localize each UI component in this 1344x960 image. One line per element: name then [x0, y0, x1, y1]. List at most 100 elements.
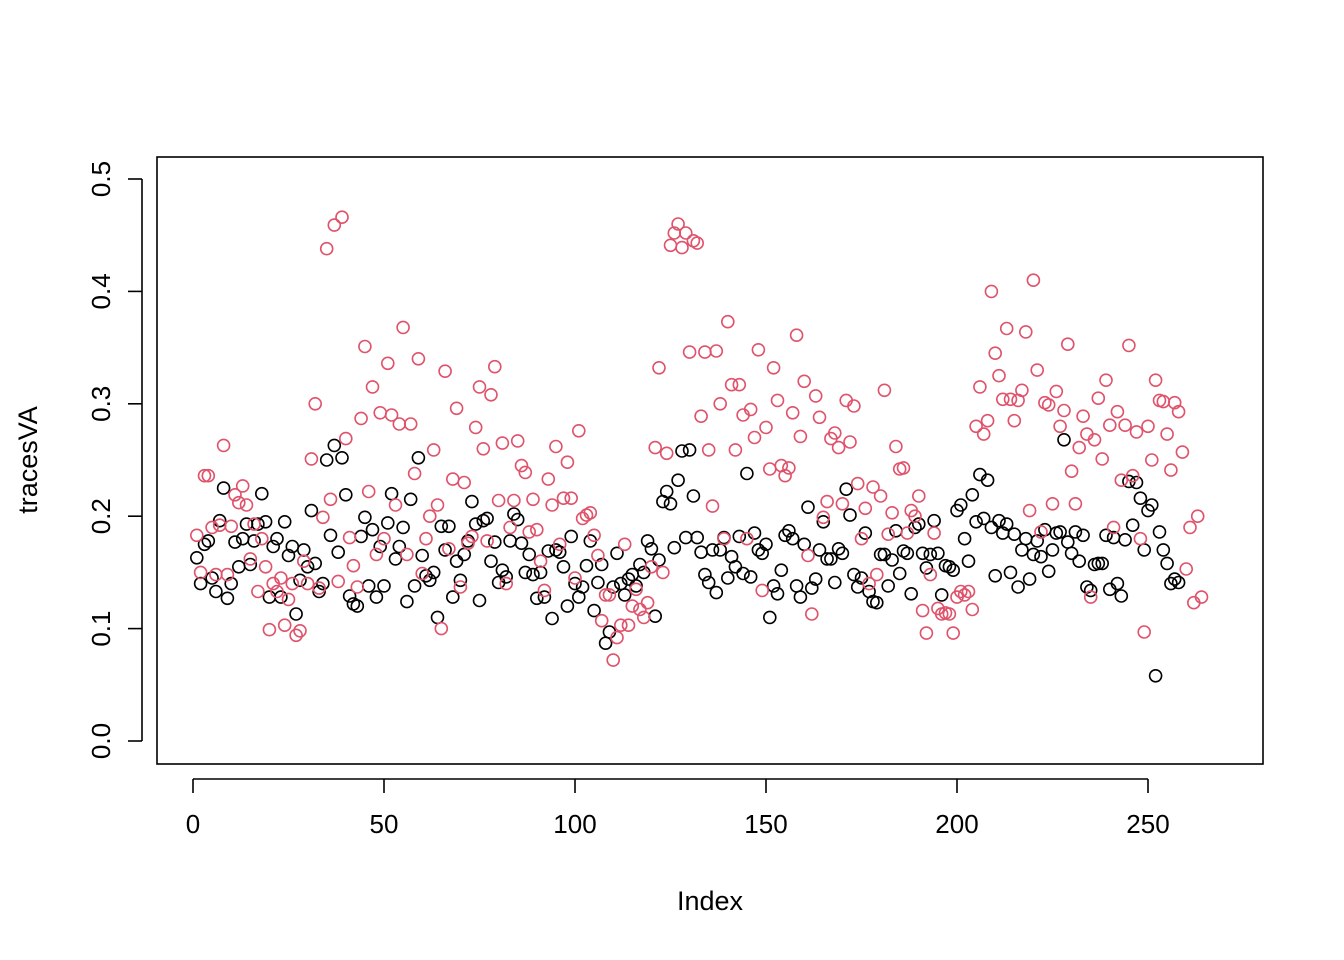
data-point	[216, 438, 231, 453]
data-point	[759, 420, 773, 435]
data-point	[889, 439, 903, 454]
data-point	[686, 489, 701, 503]
data-point	[583, 505, 598, 520]
data-point	[698, 567, 712, 582]
data-point	[869, 567, 884, 582]
data-point	[808, 389, 823, 403]
data-point	[510, 434, 525, 448]
data-point	[808, 572, 823, 586]
data-point	[1129, 475, 1144, 490]
data-point	[713, 543, 728, 557]
data-point	[380, 356, 395, 371]
data-point	[743, 402, 758, 417]
data-point	[285, 576, 300, 591]
data-point	[732, 377, 747, 392]
data-point	[640, 534, 655, 548]
data-point	[247, 534, 261, 548]
data-point	[812, 543, 827, 557]
data-point	[931, 546, 945, 561]
data-point	[449, 554, 464, 569]
data-point	[1053, 419, 1067, 434]
data-point	[1045, 496, 1060, 511]
data-point	[850, 476, 865, 491]
data-point	[797, 374, 812, 389]
data-point	[789, 579, 804, 593]
y-tick-label: 0.3	[86, 386, 116, 422]
data-point	[644, 559, 659, 574]
data-point	[514, 536, 529, 551]
data-point	[442, 519, 456, 534]
data-point	[549, 439, 563, 454]
data-point	[591, 575, 605, 590]
data-point	[1167, 572, 1182, 586]
data-point	[785, 405, 800, 420]
data-point	[766, 579, 781, 593]
data-point	[457, 475, 472, 490]
data-point	[346, 558, 361, 573]
data-point	[675, 444, 689, 458]
data-point	[518, 565, 533, 580]
data-point	[571, 423, 586, 438]
data-point	[617, 537, 632, 552]
data-point	[197, 468, 212, 483]
data-point	[1083, 583, 1098, 598]
data-point	[701, 575, 716, 590]
data-point	[293, 573, 307, 588]
data-point	[369, 590, 384, 604]
data-point	[232, 495, 246, 510]
data-point	[266, 539, 281, 554]
data-point	[816, 514, 831, 529]
data-point	[755, 546, 770, 561]
data-point	[384, 486, 399, 501]
data-point	[694, 545, 708, 560]
data-point	[877, 383, 892, 398]
data-point	[1125, 518, 1140, 533]
data-point	[1118, 532, 1132, 547]
data-point	[778, 468, 792, 483]
data-point	[942, 559, 957, 574]
data-point	[277, 618, 292, 633]
data-point	[919, 626, 934, 640]
data-point	[705, 499, 720, 513]
data-point	[484, 387, 498, 402]
data-point	[384, 408, 399, 422]
data-point	[1064, 464, 1079, 479]
data-point	[1152, 525, 1167, 539]
x-tick-label: 250	[1126, 809, 1169, 839]
data-point	[969, 419, 983, 434]
data-point	[804, 581, 819, 595]
data-point	[591, 548, 605, 563]
data-point	[277, 514, 292, 529]
data-point	[400, 594, 414, 609]
data-point	[491, 493, 506, 508]
data-point	[205, 520, 219, 535]
x-tick-label: 200	[935, 809, 978, 839]
data-point	[724, 377, 739, 392]
data-point	[1019, 325, 1033, 339]
data-point	[999, 321, 1014, 336]
data-point	[1118, 418, 1132, 433]
data-point	[239, 498, 254, 512]
data-point	[1003, 565, 1018, 580]
data-point	[235, 531, 250, 546]
data-point	[1164, 576, 1178, 591]
data-point	[522, 547, 537, 562]
data-point	[659, 484, 674, 499]
data-point	[1114, 473, 1129, 488]
data-point	[999, 517, 1014, 531]
data-point	[400, 547, 414, 562]
data-point	[1061, 535, 1075, 549]
data-point	[728, 559, 743, 574]
data-point	[648, 609, 663, 624]
data-point	[1137, 543, 1151, 557]
data-point	[667, 540, 682, 555]
data-point	[1041, 398, 1056, 412]
data-point	[1072, 440, 1086, 455]
data-point	[220, 567, 235, 582]
data-point	[625, 599, 640, 613]
data-point	[613, 618, 628, 633]
data-point	[453, 580, 468, 594]
data-point	[354, 529, 368, 544]
data-point	[1061, 337, 1075, 352]
data-point	[824, 552, 838, 566]
